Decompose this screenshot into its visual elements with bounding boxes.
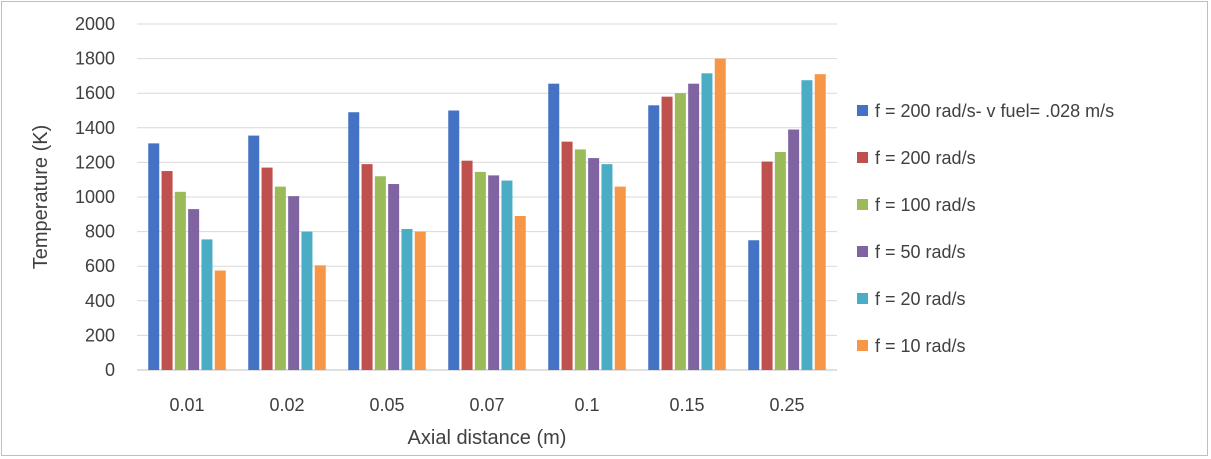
bar: [561, 141, 573, 370]
bar: [674, 93, 686, 370]
legend-label: f = 200 rad/s- v fuel= .028 m/s: [875, 101, 1114, 121]
bar: [574, 149, 586, 370]
legend-label: f = 50 rad/s: [875, 242, 966, 262]
legend-swatch: [857, 152, 868, 163]
bar: [688, 83, 700, 370]
legend-swatch: [857, 293, 868, 304]
legend-swatch: [857, 199, 868, 210]
bar: [588, 158, 600, 370]
bar: [701, 73, 713, 371]
x-axis-ticks: 0.01 0.02 0.05 0.07 0.1 0.15 0.25: [169, 395, 804, 415]
bar: [188, 209, 200, 370]
bar: [661, 96, 673, 370]
legend-swatch: [857, 105, 868, 116]
bar: [274, 186, 286, 370]
bar: [714, 58, 726, 370]
y-tick-label: 2000: [75, 14, 115, 34]
legend: f = 200 rad/s- v fuel= .028 m/s f = 200 r…: [857, 101, 1114, 356]
bar: [401, 229, 413, 370]
bar: [488, 175, 500, 370]
bar: [461, 160, 473, 370]
y-tick-label: 1600: [75, 83, 115, 103]
bar: [314, 265, 326, 370]
y-tick-label: 1200: [75, 152, 115, 172]
legend-label: f = 100 rad/s: [875, 195, 976, 215]
bar: [414, 231, 426, 370]
gridlines: [137, 23, 837, 371]
legend-swatch: [857, 340, 868, 351]
bar: [601, 164, 613, 370]
bar: [761, 161, 773, 370]
bar: [361, 164, 373, 370]
y-tick-label: 1800: [75, 49, 115, 69]
legend-label: f = 200 rad/s: [875, 148, 976, 168]
legend-label: f = 10 rad/s: [875, 336, 966, 356]
bar: [474, 171, 486, 370]
x-tick-label: 0.1: [574, 395, 599, 415]
legend-label: f = 20 rad/s: [875, 289, 966, 309]
bar: [614, 186, 626, 370]
y-axis-ticks: 0 200 400 600 800 1000 1200 1400 1600 1800 2000: [75, 14, 115, 380]
bar: [748, 240, 760, 370]
bar: [301, 231, 313, 370]
bar: [148, 143, 160, 370]
bar: [161, 171, 173, 370]
y-tick-label: 200: [85, 325, 115, 345]
y-axis-title: Temperature (K): [30, 125, 52, 270]
x-tick-label: 0.25: [769, 395, 804, 415]
x-tick-label: 0.05: [369, 395, 404, 415]
y-tick-label: 0: [105, 360, 115, 380]
bar: [288, 196, 300, 370]
y-tick-label: 400: [85, 291, 115, 311]
y-tick-label: 1400: [75, 118, 115, 138]
x-axis-title: Axial distance (m): [408, 427, 567, 449]
x-tick-label: 0.07: [469, 395, 504, 415]
y-tick-label: 600: [85, 256, 115, 276]
bar: [261, 167, 273, 370]
bar: [814, 74, 826, 371]
bar: [214, 270, 226, 370]
bar: [448, 110, 460, 370]
x-tick-label: 0.02: [269, 395, 304, 415]
bar: [801, 80, 813, 370]
x-tick-label: 0.15: [669, 395, 704, 415]
bar: [174, 191, 186, 370]
y-tick-label: 800: [85, 222, 115, 242]
x-tick-label: 0.01: [169, 395, 204, 415]
y-tick-label: 1000: [75, 187, 115, 207]
bar: [774, 152, 786, 370]
bar: [248, 135, 260, 370]
bar: [548, 83, 560, 370]
bar: [374, 176, 386, 370]
bar: [501, 180, 513, 370]
bar: [388, 184, 400, 370]
bar: [514, 216, 526, 370]
bar: [348, 112, 360, 370]
bar: [201, 239, 213, 370]
legend-swatch: [857, 246, 868, 257]
bar: [788, 129, 800, 370]
bars: [148, 58, 826, 371]
bar: [648, 105, 660, 370]
